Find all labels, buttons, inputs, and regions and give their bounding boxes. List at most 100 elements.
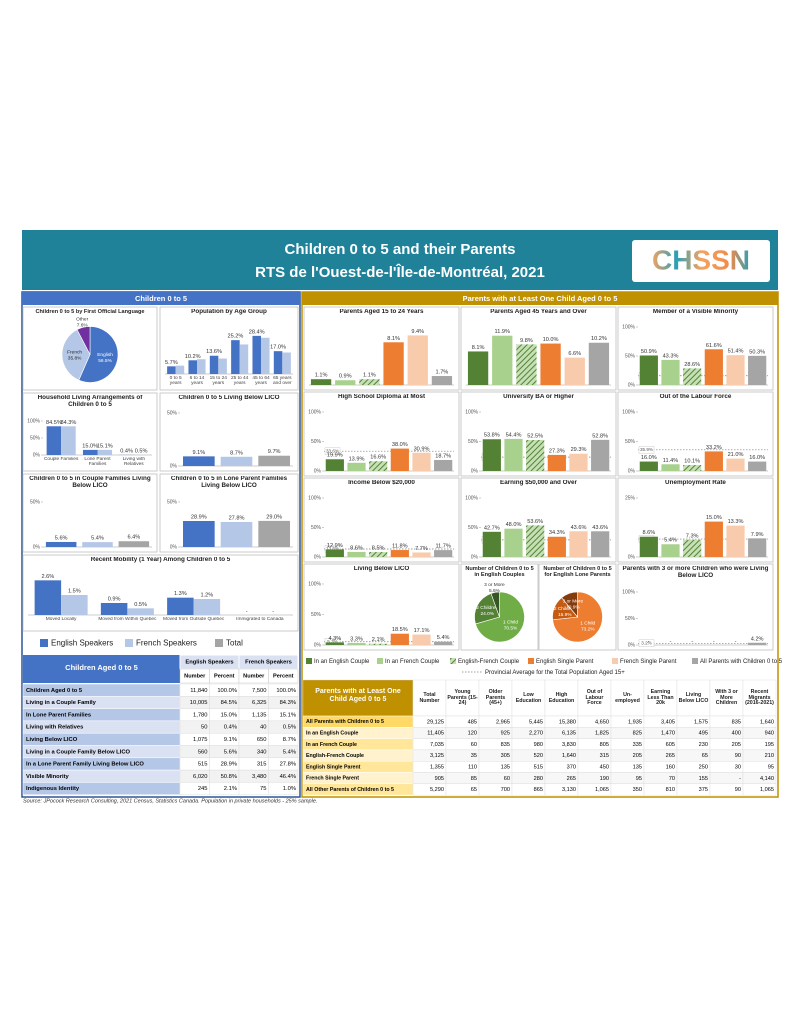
table-cell: 700 <box>501 787 510 793</box>
table-row-label: Indigenous Identity <box>26 786 80 792</box>
slice-label: 1 Child <box>503 620 518 626</box>
chart-title-box: Living Below LICO <box>354 566 410 572</box>
value-label: 10.2% <box>185 354 201 360</box>
value-label: 43.3% <box>663 353 679 359</box>
x-tick-label-box: 65 years and over <box>272 375 292 386</box>
bar <box>482 439 501 471</box>
value-label: 9.1% <box>192 450 205 456</box>
table-cell: 50 <box>201 725 207 731</box>
table-cell: 1,575 <box>694 719 708 725</box>
bar <box>369 643 388 645</box>
table-cell: - <box>739 776 741 782</box>
bar <box>61 426 76 455</box>
table-cell: 375 <box>699 787 708 793</box>
table-header-bg <box>478 679 513 717</box>
value-label: 8.5% <box>372 545 385 551</box>
bar <box>231 340 240 374</box>
logo: CHSSN <box>652 244 750 275</box>
table-row-label: English-French Couple <box>306 753 364 759</box>
table-cell: 7,035 <box>430 742 444 748</box>
table-header: Older Parents (45+) <box>485 688 506 707</box>
legend-label: English-French Couple <box>458 659 520 665</box>
x-tick-label: 0 to 5 years <box>169 375 182 386</box>
bar <box>748 461 767 471</box>
table-cell: 5.6% <box>224 749 237 755</box>
y-tick-label: 0% <box>628 554 636 560</box>
legend-swatch <box>215 639 223 647</box>
value-label: 11.4% <box>663 458 678 464</box>
table-header: Low Education <box>515 691 542 704</box>
average-label-bg <box>324 638 341 646</box>
table-header-box: Earning Less Than 20k <box>647 689 673 706</box>
table-row-label: Visible Minority <box>26 774 70 780</box>
legend-label: French Speakers <box>136 639 197 648</box>
x-tick-label: 25 to 44 years <box>230 375 249 386</box>
value-label: 5.6% <box>55 535 68 541</box>
page-subtitle: RTS de l'Ouest-de-l'Île-de-Montréal, 202… <box>255 263 545 281</box>
table-cell: 245 <box>198 786 208 792</box>
slice-value: 56.5% <box>98 358 112 364</box>
legend-swatch <box>528 658 534 664</box>
table-cell: 70 <box>669 776 675 782</box>
value-label: 34.3% <box>549 530 565 536</box>
value-label: 51.4% <box>728 349 744 355</box>
table-cell: 5,290 <box>430 787 444 793</box>
table-cell: 280 <box>534 776 543 782</box>
legend-label: English Single Parent <box>536 659 594 665</box>
table-cell: 335 <box>633 742 642 748</box>
y-tick-label: 0% <box>628 382 636 388</box>
table-cell: 1,935 <box>628 719 642 725</box>
x-tick-label-box: Couple Families <box>43 456 79 462</box>
y-tick-label: 0% <box>33 544 41 550</box>
bar <box>661 464 680 471</box>
x-tick-label-box: 25 to 44 years <box>230 375 249 386</box>
value-label: 5.4% <box>437 635 450 641</box>
bar <box>118 541 150 547</box>
slice-value: 35.8% <box>68 355 82 361</box>
legend-swatch <box>450 658 456 664</box>
value-label: 19.9% <box>327 453 343 459</box>
bar <box>504 528 523 557</box>
bar <box>704 349 723 385</box>
table-header-box: Parents with at Least One Child Aged 0 t… <box>315 688 401 703</box>
value-label: 9.4% <box>411 329 424 335</box>
slice-value: 7.6% <box>77 323 89 329</box>
table-col: Percent <box>214 673 235 679</box>
table-cell: 8.7% <box>283 737 296 743</box>
legend-swatch <box>692 658 698 664</box>
table-cell-bg <box>742 783 777 796</box>
y-tick-label: 50% <box>625 353 636 359</box>
table-header-bg <box>676 679 711 717</box>
bar <box>564 357 585 385</box>
table-cell: 100.0% <box>276 688 296 694</box>
x-tick-label: Couple Families <box>43 456 79 462</box>
value-label: 16.6% <box>370 455 386 461</box>
table-header: Total Number <box>419 691 440 704</box>
bar <box>325 549 344 557</box>
chart-title-box: High School Diploma at Most <box>338 394 425 400</box>
bar <box>704 451 723 471</box>
value-label: 29.3% <box>571 447 587 453</box>
y-tick-label: 100% <box>308 581 321 587</box>
page-title: Children 0 to 5 and their Parents <box>285 241 516 258</box>
value-label: 21.0% <box>728 452 744 458</box>
bar <box>407 335 428 385</box>
bar <box>516 344 537 385</box>
bar <box>383 342 404 385</box>
bar <box>183 520 215 547</box>
value-label: 6.4% <box>127 535 140 541</box>
table-cell-bg <box>709 772 744 785</box>
value-label: 7.9% <box>751 532 764 538</box>
x-tick-label: 65 years and over <box>272 375 292 386</box>
table-cell: 315 <box>600 753 609 759</box>
value-label: 10.2% <box>591 336 607 342</box>
bar <box>504 438 523 471</box>
table-cell: 10,005 <box>190 700 208 706</box>
children-heading: Children 0 to 5 <box>135 294 187 303</box>
table-corner-label-box: Children Aged 0 to 5 <box>65 664 138 672</box>
value-label: 11.8% <box>392 544 407 550</box>
bar <box>188 360 197 374</box>
bar <box>282 352 291 374</box>
bar <box>220 456 253 466</box>
table-header-bg <box>643 679 678 717</box>
